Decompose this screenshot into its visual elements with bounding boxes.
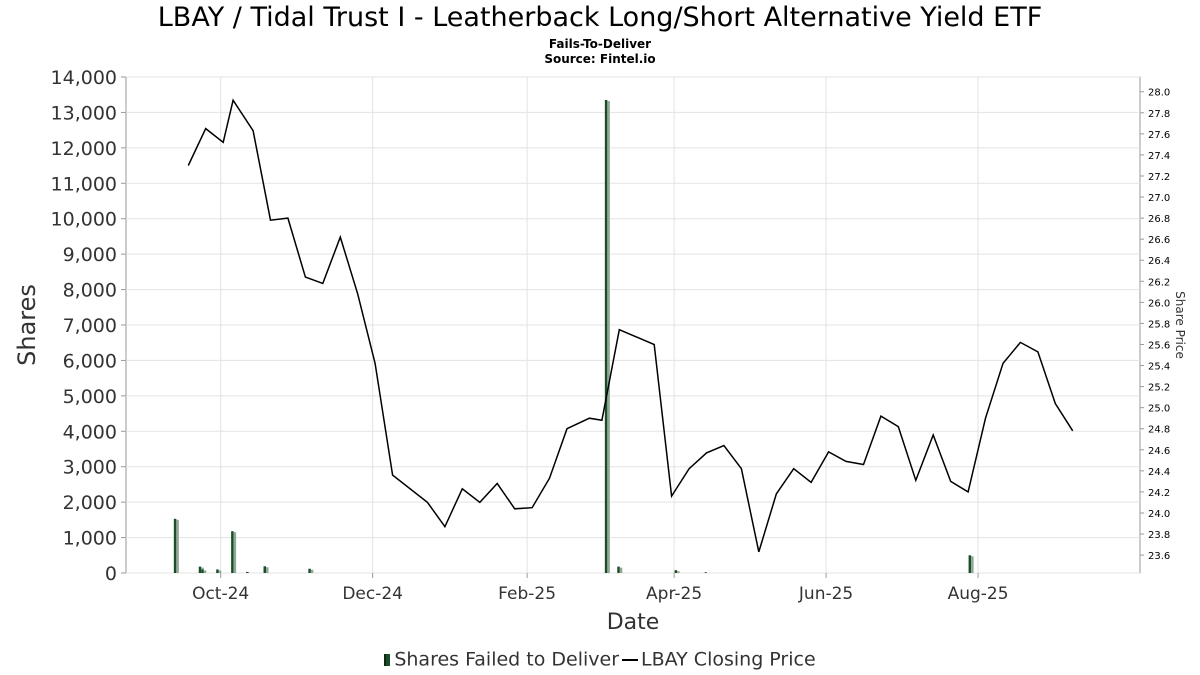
ftd-bar-shadow xyxy=(619,567,623,573)
ftd-bar-shadow xyxy=(218,570,222,573)
right-tick-label: 24.4 xyxy=(1148,467,1170,478)
ftd-bar-shadow xyxy=(677,571,680,573)
left-tick-label: 0 xyxy=(105,563,117,585)
ftd-bar xyxy=(308,568,311,573)
ftd-bar-shadow xyxy=(233,532,237,573)
right-tick-label: 27.4 xyxy=(1148,151,1170,162)
left-tick-label: 13,000 xyxy=(51,102,117,124)
right-axis: 23.6 23.8 24.0 24.2 24.4 24.6 24.8 25.0 25.2 25.4… xyxy=(1140,88,1170,562)
legend: Shares Failed to Deliver LBAY Closing Pri… xyxy=(0,648,1200,671)
right-tick-label: 26.0 xyxy=(1148,298,1170,309)
ftd-bar-shadow xyxy=(266,567,269,573)
left-tick-label: 11,000 xyxy=(51,173,117,195)
right-tick-label: 25.0 xyxy=(1148,404,1170,415)
right-tick-label: 24.8 xyxy=(1148,425,1170,436)
x-tick-label: Dec-24 xyxy=(342,584,403,604)
left-tick-label: 3,000 xyxy=(63,457,117,479)
right-tick-label: 26.8 xyxy=(1148,214,1170,225)
ftd-bar xyxy=(231,531,234,573)
ftd-bar xyxy=(201,569,204,573)
x-tick-label: Feb-25 xyxy=(498,584,556,604)
legend-bar-swatch xyxy=(384,653,391,666)
left-tick-label: 7,000 xyxy=(63,315,117,337)
price-line xyxy=(187,98,1074,553)
bars-group xyxy=(173,100,974,574)
left-axis: 0 1,000 2,000 3,000 4,000 5,000 6,000 7,000 8,00… xyxy=(51,67,126,585)
x-tick-label: Apr-25 xyxy=(646,584,702,604)
ftd-bar-shadow xyxy=(607,101,610,574)
ftd-bar-shadow xyxy=(176,519,179,573)
right-tick-label: 24.6 xyxy=(1148,446,1170,457)
right-tick-label: 25.2 xyxy=(1148,383,1170,394)
ftd-bar xyxy=(246,571,249,573)
ftd-bar xyxy=(216,569,219,573)
right-tick-label: 27.0 xyxy=(1148,193,1170,204)
left-tick-label: 5,000 xyxy=(63,386,117,408)
right-tick-label: 27.2 xyxy=(1148,172,1170,183)
right-tick-label: 26.2 xyxy=(1148,277,1170,288)
right-tick-label: 24.2 xyxy=(1148,488,1170,499)
right-tick-label: 25.4 xyxy=(1148,362,1170,373)
right-tick-label: 27.8 xyxy=(1148,109,1170,120)
x-axis-label: Date xyxy=(607,610,660,635)
left-tick-label: 14,000 xyxy=(51,67,117,89)
right-tick-label: 26.4 xyxy=(1148,256,1170,267)
left-tick-label: 9,000 xyxy=(63,244,117,266)
legend-bar-label: Shares Failed to Deliver xyxy=(394,648,620,671)
ftd-bar xyxy=(173,518,177,573)
ftd-bar-shadow xyxy=(203,570,207,573)
y-axis-label-left: Shares xyxy=(13,284,41,366)
left-tick-label: 2,000 xyxy=(63,492,117,514)
right-tick-label: 23.6 xyxy=(1148,551,1170,562)
left-tick-label: 12,000 xyxy=(51,138,117,160)
right-tick-label: 27.6 xyxy=(1148,130,1170,141)
ftd-bar-shadow xyxy=(310,569,314,573)
price-line-group xyxy=(187,98,1074,553)
chart-title: LBAY / Tidal Trust I - Leatherback Long/… xyxy=(157,2,1043,33)
right-tick-label: 26.6 xyxy=(1148,235,1170,246)
left-tick-label: 10,000 xyxy=(51,209,117,231)
left-tick-label: 6,000 xyxy=(63,350,117,372)
right-tick-label: 23.8 xyxy=(1148,530,1170,541)
right-tick-label: 28.0 xyxy=(1148,88,1170,99)
right-tick-label: 24.0 xyxy=(1148,509,1170,520)
y-axis-label-right: Share Price xyxy=(1173,291,1187,359)
ftd-bar xyxy=(617,566,620,573)
x-axis: Oct-24 Dec-24 Feb-25 Apr-25 Jun-25 Aug-25 xyxy=(192,573,1009,604)
ftd-bar-shadow xyxy=(971,556,974,573)
left-tick-label: 8,000 xyxy=(63,280,117,302)
grid xyxy=(126,76,1140,574)
ftd-bar xyxy=(968,555,972,573)
chart-source: Source: Fintel.io xyxy=(544,52,656,66)
legend-line-label: LBAY Closing Price xyxy=(641,648,816,671)
chart-subtitle: Fails-To-Deliver xyxy=(548,37,652,51)
right-tick-label: 25.8 xyxy=(1148,319,1170,330)
legend-line-swatch xyxy=(622,658,639,661)
x-tick-label: Aug-25 xyxy=(948,584,1009,604)
ftd-bar xyxy=(263,566,267,573)
ftd-bar xyxy=(674,570,678,573)
left-tick-label: 4,000 xyxy=(63,421,117,443)
ftd-bar xyxy=(198,566,202,573)
right-tick-label: 25.6 xyxy=(1148,340,1170,351)
left-tick-label: 1,000 xyxy=(63,528,117,550)
x-tick-label: Oct-24 xyxy=(192,584,249,604)
ftd-bar xyxy=(704,572,707,573)
ftd-bar xyxy=(604,100,608,574)
x-tick-label: Jun-25 xyxy=(798,584,853,604)
